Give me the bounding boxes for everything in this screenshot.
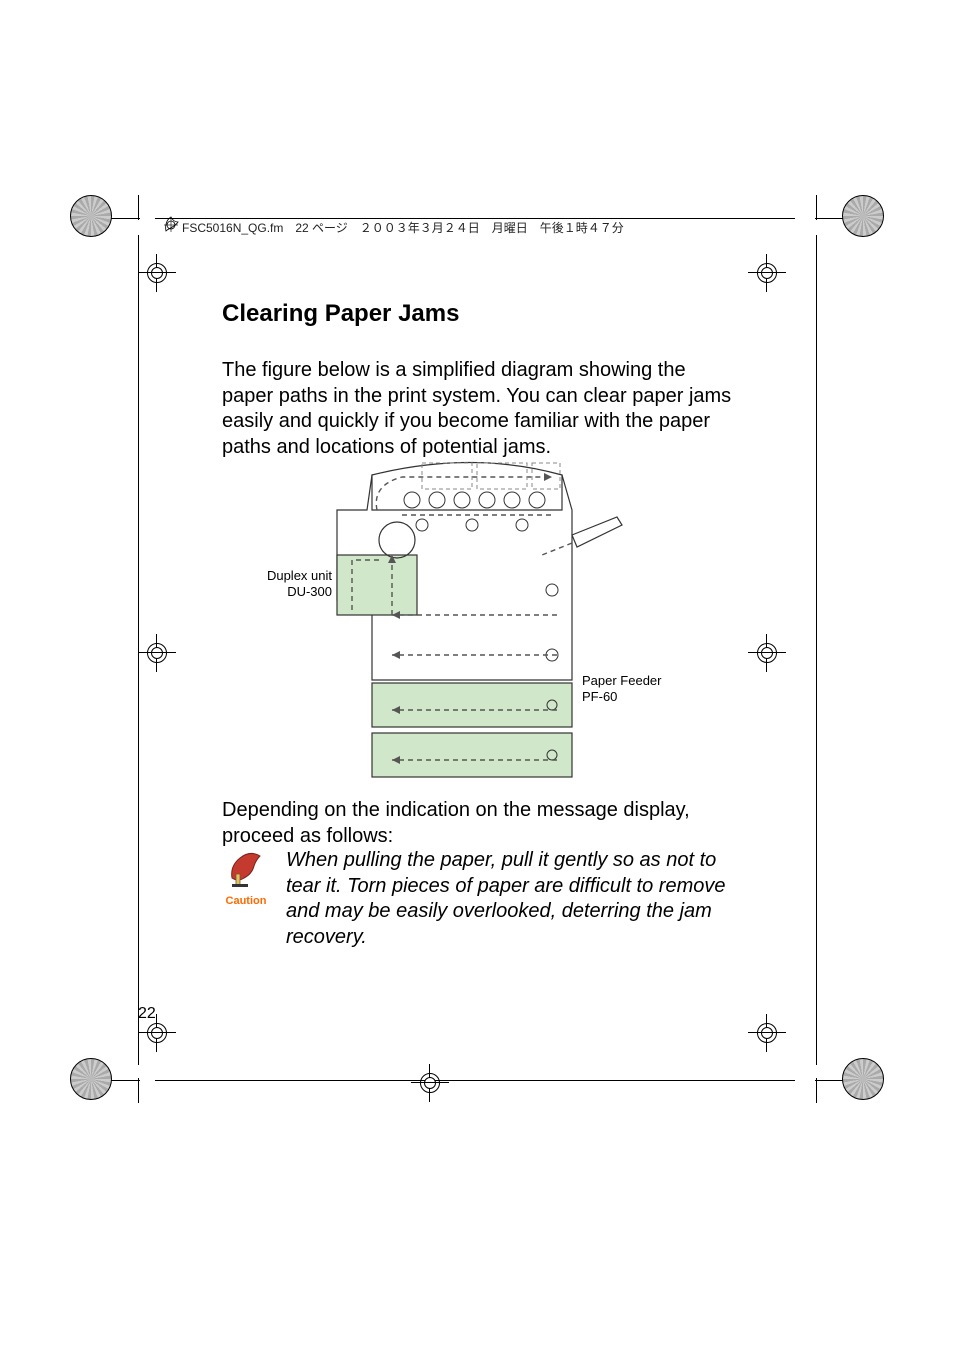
page-title: Clearing Paper Jams [222,300,732,328]
diagram-label-feeder-line1: Paper Feeder [582,673,662,688]
header-text: FSC5016N_QG.fm 22 ページ ２００３年３月２４日 月曜日 午後１… [180,219,626,236]
registration-disc-icon [842,195,884,237]
diagram-label-feeder-line2: PF-60 [582,689,617,704]
diagram-label-duplex-line2: DU-300 [287,584,332,599]
registration-mark-icon [142,638,172,668]
registration-mark-icon [142,258,172,288]
registration-disc-icon [70,1058,112,1100]
crop-stub [138,1078,139,1103]
registration-mark-icon [752,638,782,668]
crop-stub [816,1078,817,1103]
registration-mark-icon [752,258,782,288]
registration-mark-icon [415,1068,445,1098]
caution-icon: Caution [222,848,270,907]
diagram-label-feeder: Paper Feeder PF-60 [582,673,662,704]
caution-label: Caution [222,895,270,907]
registration-disc-icon [70,195,112,237]
crop-stub [138,195,139,220]
registration-mark-icon [752,1018,782,1048]
registration-disc-icon [842,1058,884,1100]
diagram-label-duplex: Duplex unit DU-300 [257,568,332,599]
diagram-label-duplex-line1: Duplex unit [267,568,332,583]
paper-path-diagram: Duplex unit DU-300 Paper Feeder PF-60 [222,455,732,795]
crop-line-left [138,235,139,1065]
crop-line-bottom [155,1080,795,1081]
leaf-icon [162,216,180,234]
caution-text: When pulling the paper, pull it gently s… [286,848,732,950]
intro-paragraph: The figure below is a simplified diagram… [222,358,732,460]
crop-stub [816,195,817,220]
page-number: 22 [138,1005,156,1023]
follow-on-paragraph: Depending on the indication on the messa… [222,798,732,849]
crop-line-right [816,235,817,1065]
